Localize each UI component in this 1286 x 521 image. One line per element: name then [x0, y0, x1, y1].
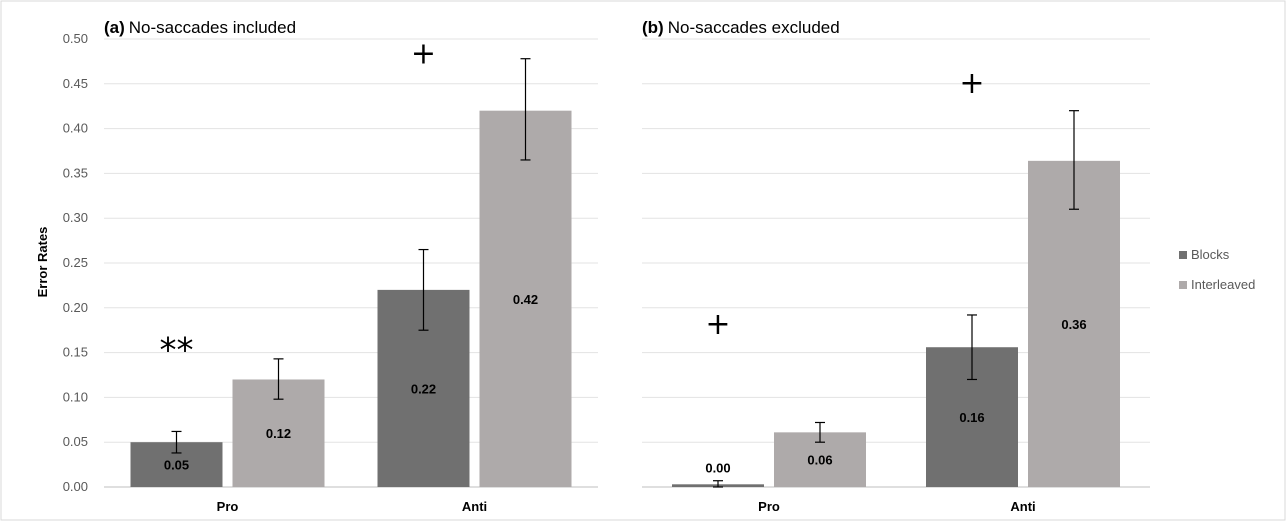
legend-swatch — [1179, 251, 1187, 259]
y-axis: 0.00 0.05 0.10 0.15 0.20 0.25 0.30 0.35 0.40 0.45… — [63, 31, 88, 494]
significance-marker: ** — [160, 331, 194, 371]
data-label: 0.16 — [959, 410, 984, 425]
data-label: 0.22 — [411, 381, 436, 396]
panel-title-text: No-saccades excluded — [668, 18, 840, 37]
panel-label: (b) — [642, 18, 664, 37]
panel-b: (b) No-saccades excluded Pro 0.00 0.06 Anti 0.… — [642, 18, 1120, 514]
bar-interleaved — [1028, 160, 1120, 487]
legend: Blocks Interleaved — [1179, 247, 1255, 292]
x-category-label: Anti — [1010, 499, 1035, 514]
x-category-label: Anti — [462, 499, 487, 514]
panel-title: (a) No-saccades included — [104, 18, 296, 37]
panel-title-text: No-saccades included — [129, 18, 296, 37]
y-tick-label: 0.45 — [63, 76, 88, 91]
significance-marker: + — [411, 36, 436, 71]
y-tick-label: 0.15 — [63, 345, 88, 360]
panels: (a) No-saccades included Pro 0.05 0.12 Anti 0.… — [104, 18, 1120, 514]
data-label: 0.36 — [1061, 317, 1086, 332]
y-tick-label: 0.10 — [63, 389, 88, 404]
y-tick-label: 0.30 — [63, 210, 88, 225]
panel-title: (b) No-saccades excluded — [642, 18, 840, 37]
x-category-label: Pro — [217, 499, 239, 514]
y-tick-label: 0.00 — [63, 479, 88, 494]
x-category-label: Pro — [758, 499, 780, 514]
y-tick-label: 0.35 — [63, 165, 88, 180]
y-tick-label: 0.05 — [63, 434, 88, 449]
data-label: 0.12 — [266, 426, 291, 441]
significance-marker: + — [705, 307, 730, 342]
y-tick-label: 0.40 — [63, 121, 88, 136]
y-axis-label: Error Rates — [35, 227, 50, 298]
legend-label: Interleaved — [1191, 277, 1255, 292]
significance-marker: + — [959, 66, 984, 101]
y-tick-label: 0.50 — [63, 31, 88, 46]
data-label: 0.00 — [705, 461, 730, 476]
panel-a: (a) No-saccades included Pro 0.05 0.12 Anti 0.… — [104, 18, 572, 514]
data-label: 0.06 — [807, 453, 832, 468]
data-label: 0.42 — [513, 292, 538, 307]
y-tick-label: 0.25 — [63, 255, 88, 270]
y-tick-label: 0.20 — [63, 300, 88, 315]
legend-swatch — [1179, 281, 1187, 289]
bar-interleaved — [479, 110, 572, 488]
legend-label: Blocks — [1191, 247, 1230, 262]
data-label: 0.05 — [164, 458, 189, 473]
panel-label: (a) — [104, 18, 125, 37]
